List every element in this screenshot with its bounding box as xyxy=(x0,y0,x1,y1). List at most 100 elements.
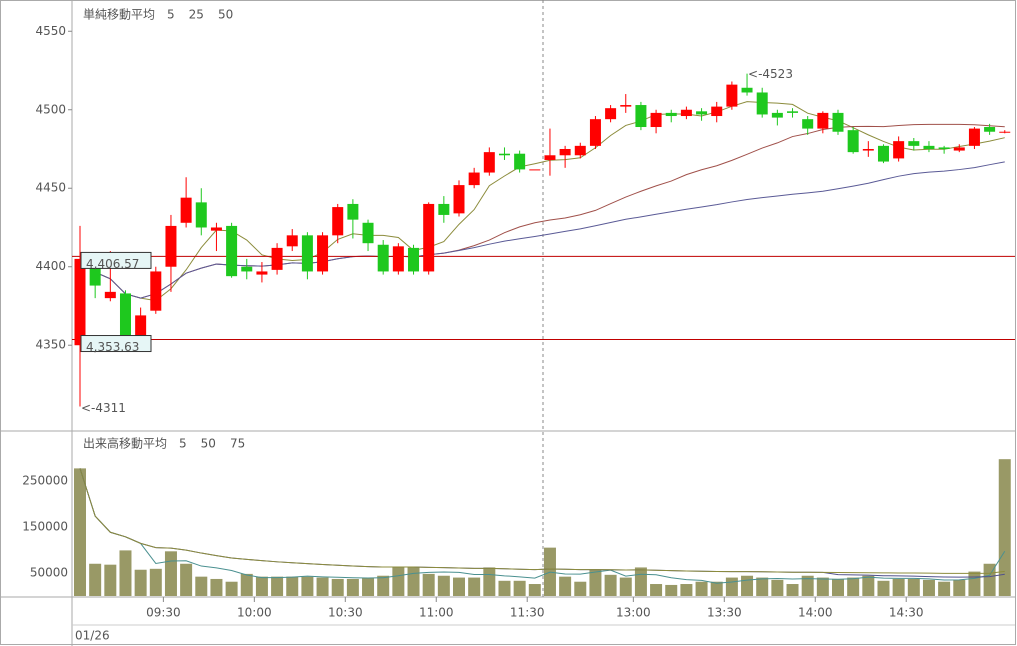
volume-bar xyxy=(892,578,905,596)
level-label-box xyxy=(80,251,152,269)
volume-bar xyxy=(847,577,860,596)
volume-bar xyxy=(407,567,420,596)
candle-body xyxy=(362,222,374,244)
volume-bar xyxy=(907,578,920,596)
volume-bar xyxy=(983,563,996,596)
volume-bar xyxy=(210,578,223,596)
volume-bar xyxy=(392,567,405,596)
candle-body xyxy=(574,145,586,156)
candle-body xyxy=(680,109,692,117)
volume-bar xyxy=(922,579,935,596)
volume-bar xyxy=(998,459,1011,596)
candle-body xyxy=(862,148,874,151)
candle-body xyxy=(877,145,889,162)
x-tick-label: 13:30 xyxy=(707,606,742,620)
volume-bar xyxy=(195,576,208,596)
candle-body xyxy=(256,271,268,275)
candle-body xyxy=(498,153,510,156)
x-tick-label: 14:30 xyxy=(889,606,924,620)
volume-bar xyxy=(362,577,375,596)
annotation: <-4523 xyxy=(748,67,793,81)
level-label: 4,406.57 xyxy=(86,257,139,271)
candle-body xyxy=(408,247,420,272)
moving-average xyxy=(79,468,1005,578)
volume-bar xyxy=(225,581,238,596)
legend-entry: 50 xyxy=(218,8,233,22)
volume-bar xyxy=(619,577,632,596)
x-tick-label: 11:00 xyxy=(419,606,454,620)
candle-body xyxy=(453,185,465,214)
volume-bar xyxy=(725,577,738,596)
candle-body xyxy=(180,197,192,223)
x-tick-label: 10:00 xyxy=(237,606,272,620)
moving-average xyxy=(79,468,1006,584)
candle-body xyxy=(529,169,541,171)
candle-body xyxy=(271,247,283,270)
candle-body xyxy=(392,246,404,272)
y-tick-label: 250000 xyxy=(22,473,68,487)
candle-body xyxy=(241,266,253,272)
candle-body xyxy=(893,141,905,159)
volume-bar xyxy=(862,575,875,596)
x-tick-label: 14:00 xyxy=(798,606,833,620)
volume-bar xyxy=(483,567,496,596)
candle-body xyxy=(832,112,844,132)
y-tick-label: 4550 xyxy=(35,24,66,38)
candle-body xyxy=(999,131,1011,133)
volume-bar xyxy=(771,579,784,596)
candle-body xyxy=(741,87,753,93)
x-tick-label: 09:30 xyxy=(146,606,181,620)
x-tick-label: 10:30 xyxy=(328,606,363,620)
volume-bar xyxy=(149,568,162,596)
moving-average xyxy=(79,468,1005,574)
candle-body xyxy=(483,152,495,173)
volume-bar xyxy=(680,584,693,596)
candle-body xyxy=(438,203,450,215)
legend-entry: 5 xyxy=(179,437,187,451)
volume-bar xyxy=(574,581,587,596)
volume-bar xyxy=(453,577,465,596)
candle-body xyxy=(938,147,950,149)
candle-body xyxy=(589,119,601,146)
volume-bar xyxy=(741,575,754,596)
volume-bar xyxy=(331,578,344,596)
volume-bar xyxy=(634,567,647,596)
volume-bar xyxy=(286,576,299,596)
volume-bar xyxy=(877,580,890,596)
candle-body xyxy=(347,203,359,220)
volume-bar xyxy=(665,584,678,596)
candle-body xyxy=(210,227,222,231)
volume-bar xyxy=(968,571,981,596)
candle-body xyxy=(847,130,859,153)
volume-bar xyxy=(513,580,526,596)
volume-bar xyxy=(422,573,435,596)
candle-body xyxy=(802,119,814,129)
y-tick-label: 4400 xyxy=(35,259,66,273)
candle-body xyxy=(89,262,101,286)
candle-body xyxy=(195,202,207,228)
candle-body xyxy=(635,105,647,128)
volume-bar xyxy=(316,577,329,596)
candle-body xyxy=(226,225,238,277)
volume-bar xyxy=(498,580,511,596)
volume-bar xyxy=(786,584,799,596)
moving-average xyxy=(79,101,1005,302)
volume-bar xyxy=(89,563,102,596)
candle-body xyxy=(135,315,147,339)
legend-entry: 25 xyxy=(189,8,204,22)
y-tick-label: 4450 xyxy=(35,181,66,195)
volume-bar xyxy=(650,584,663,596)
candle-body xyxy=(726,84,738,107)
candle-body xyxy=(756,92,768,115)
candle-body xyxy=(559,148,571,156)
y-tick-label: 150000 xyxy=(22,519,68,533)
candle-body xyxy=(423,203,435,272)
candle-body xyxy=(923,145,935,149)
volume-bar xyxy=(240,573,253,596)
candle-body xyxy=(514,153,526,170)
volume-bar xyxy=(816,577,829,596)
candle-body xyxy=(301,235,313,272)
legend-entry: 75 xyxy=(230,437,245,451)
volume-bar xyxy=(164,551,177,596)
